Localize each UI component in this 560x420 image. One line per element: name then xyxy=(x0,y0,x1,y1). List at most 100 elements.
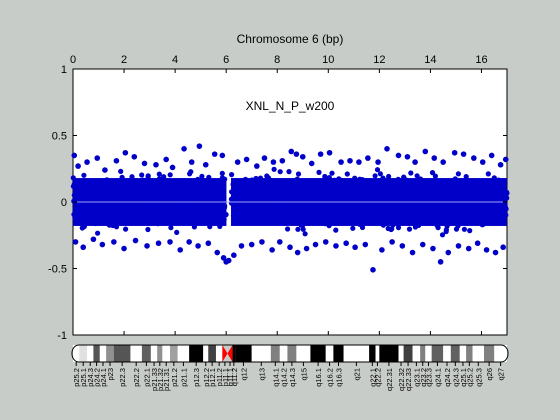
data-point xyxy=(203,182,209,188)
data-point xyxy=(445,194,451,200)
data-point xyxy=(345,200,351,206)
band-label: q21 xyxy=(352,368,361,381)
data-point xyxy=(133,213,139,219)
data-point xyxy=(393,207,399,213)
chromosome-band xyxy=(106,345,114,362)
data-point xyxy=(417,193,423,199)
data-point xyxy=(445,249,452,256)
data-point xyxy=(185,183,191,190)
data-point xyxy=(293,151,300,157)
data-point xyxy=(422,148,429,155)
data-point xyxy=(163,156,169,163)
band-label: q22.32 xyxy=(397,368,406,391)
data-point xyxy=(188,159,195,165)
band-label: p21.33 xyxy=(150,368,159,391)
chromosome-band xyxy=(141,345,151,362)
band-label: q11.1 xyxy=(226,368,235,386)
data-point xyxy=(453,226,460,232)
data-point xyxy=(379,247,385,253)
data-point xyxy=(192,196,198,202)
data-point xyxy=(97,213,103,220)
data-point xyxy=(357,176,363,182)
data-point xyxy=(497,200,503,206)
chromosome-band xyxy=(162,345,171,362)
data-point xyxy=(89,209,95,215)
data-point xyxy=(403,177,409,183)
data-point xyxy=(486,183,492,189)
data-point xyxy=(152,218,158,224)
band-label: p12.1 xyxy=(208,368,217,387)
data-point xyxy=(310,193,316,199)
data-point xyxy=(464,215,470,221)
data-point xyxy=(444,200,450,206)
data-point xyxy=(434,219,440,225)
band-label: q26 xyxy=(485,368,494,381)
chromosome-band xyxy=(379,345,399,362)
band-label: q23.1 xyxy=(412,368,421,387)
data-point xyxy=(142,201,149,207)
data-point xyxy=(478,192,484,198)
data-point xyxy=(218,180,224,186)
data-point xyxy=(121,245,127,252)
data-point xyxy=(211,151,218,157)
data-point xyxy=(377,203,383,209)
data-point xyxy=(175,202,181,208)
y-tick-label: -1 xyxy=(57,330,67,342)
band-label: q23.2 xyxy=(419,368,428,387)
chromosome-band xyxy=(99,345,107,362)
data-point xyxy=(122,186,128,192)
data-point xyxy=(231,252,237,258)
data-point xyxy=(368,216,374,222)
data-point xyxy=(155,240,162,247)
data-point xyxy=(483,247,490,253)
data-point xyxy=(205,240,212,247)
data-point xyxy=(367,197,373,203)
band-label: q23.3 xyxy=(424,368,433,387)
chromosome-band xyxy=(130,345,142,362)
data-point xyxy=(393,211,399,217)
data-point xyxy=(299,153,306,160)
data-point xyxy=(296,186,302,192)
data-point xyxy=(427,181,433,187)
data-point xyxy=(479,222,485,228)
chromosome-band xyxy=(443,345,451,362)
data-point xyxy=(220,255,227,261)
x-tick-label: 12 xyxy=(373,54,385,66)
y-axis: 1 0.5 0 -0.5 -1 xyxy=(48,64,507,342)
data-point xyxy=(365,155,371,161)
data-point xyxy=(124,218,130,225)
data-point xyxy=(270,159,277,165)
data-point xyxy=(264,218,270,225)
data-point xyxy=(388,226,394,233)
data-point xyxy=(229,189,235,195)
x-axis: 0 2 4 6 8 10 12 14 16 xyxy=(70,54,488,335)
data-point xyxy=(183,194,189,200)
band-label: q24.2 xyxy=(443,368,452,387)
data-point xyxy=(126,189,132,195)
chromosome-band xyxy=(369,345,376,362)
data-point xyxy=(131,177,137,183)
data-point xyxy=(199,173,205,179)
data-point xyxy=(504,195,510,201)
data-point xyxy=(461,226,467,232)
data-point xyxy=(306,194,313,200)
data-point xyxy=(149,210,155,216)
data-point xyxy=(277,207,283,213)
data-point xyxy=(302,231,308,237)
band-label: p21.1 xyxy=(179,368,188,387)
data-point xyxy=(181,208,187,215)
data-point xyxy=(402,214,408,220)
data-point xyxy=(453,206,459,212)
data-point xyxy=(79,184,85,190)
data-point xyxy=(95,182,101,188)
data-point xyxy=(139,172,145,178)
data-point xyxy=(338,159,344,165)
data-point xyxy=(104,177,110,183)
chromosome-band xyxy=(235,345,252,362)
data-point xyxy=(98,205,104,211)
data-point xyxy=(343,178,349,184)
data-point xyxy=(344,188,350,194)
data-point xyxy=(80,244,87,251)
band-label: q24.3 xyxy=(451,368,460,387)
